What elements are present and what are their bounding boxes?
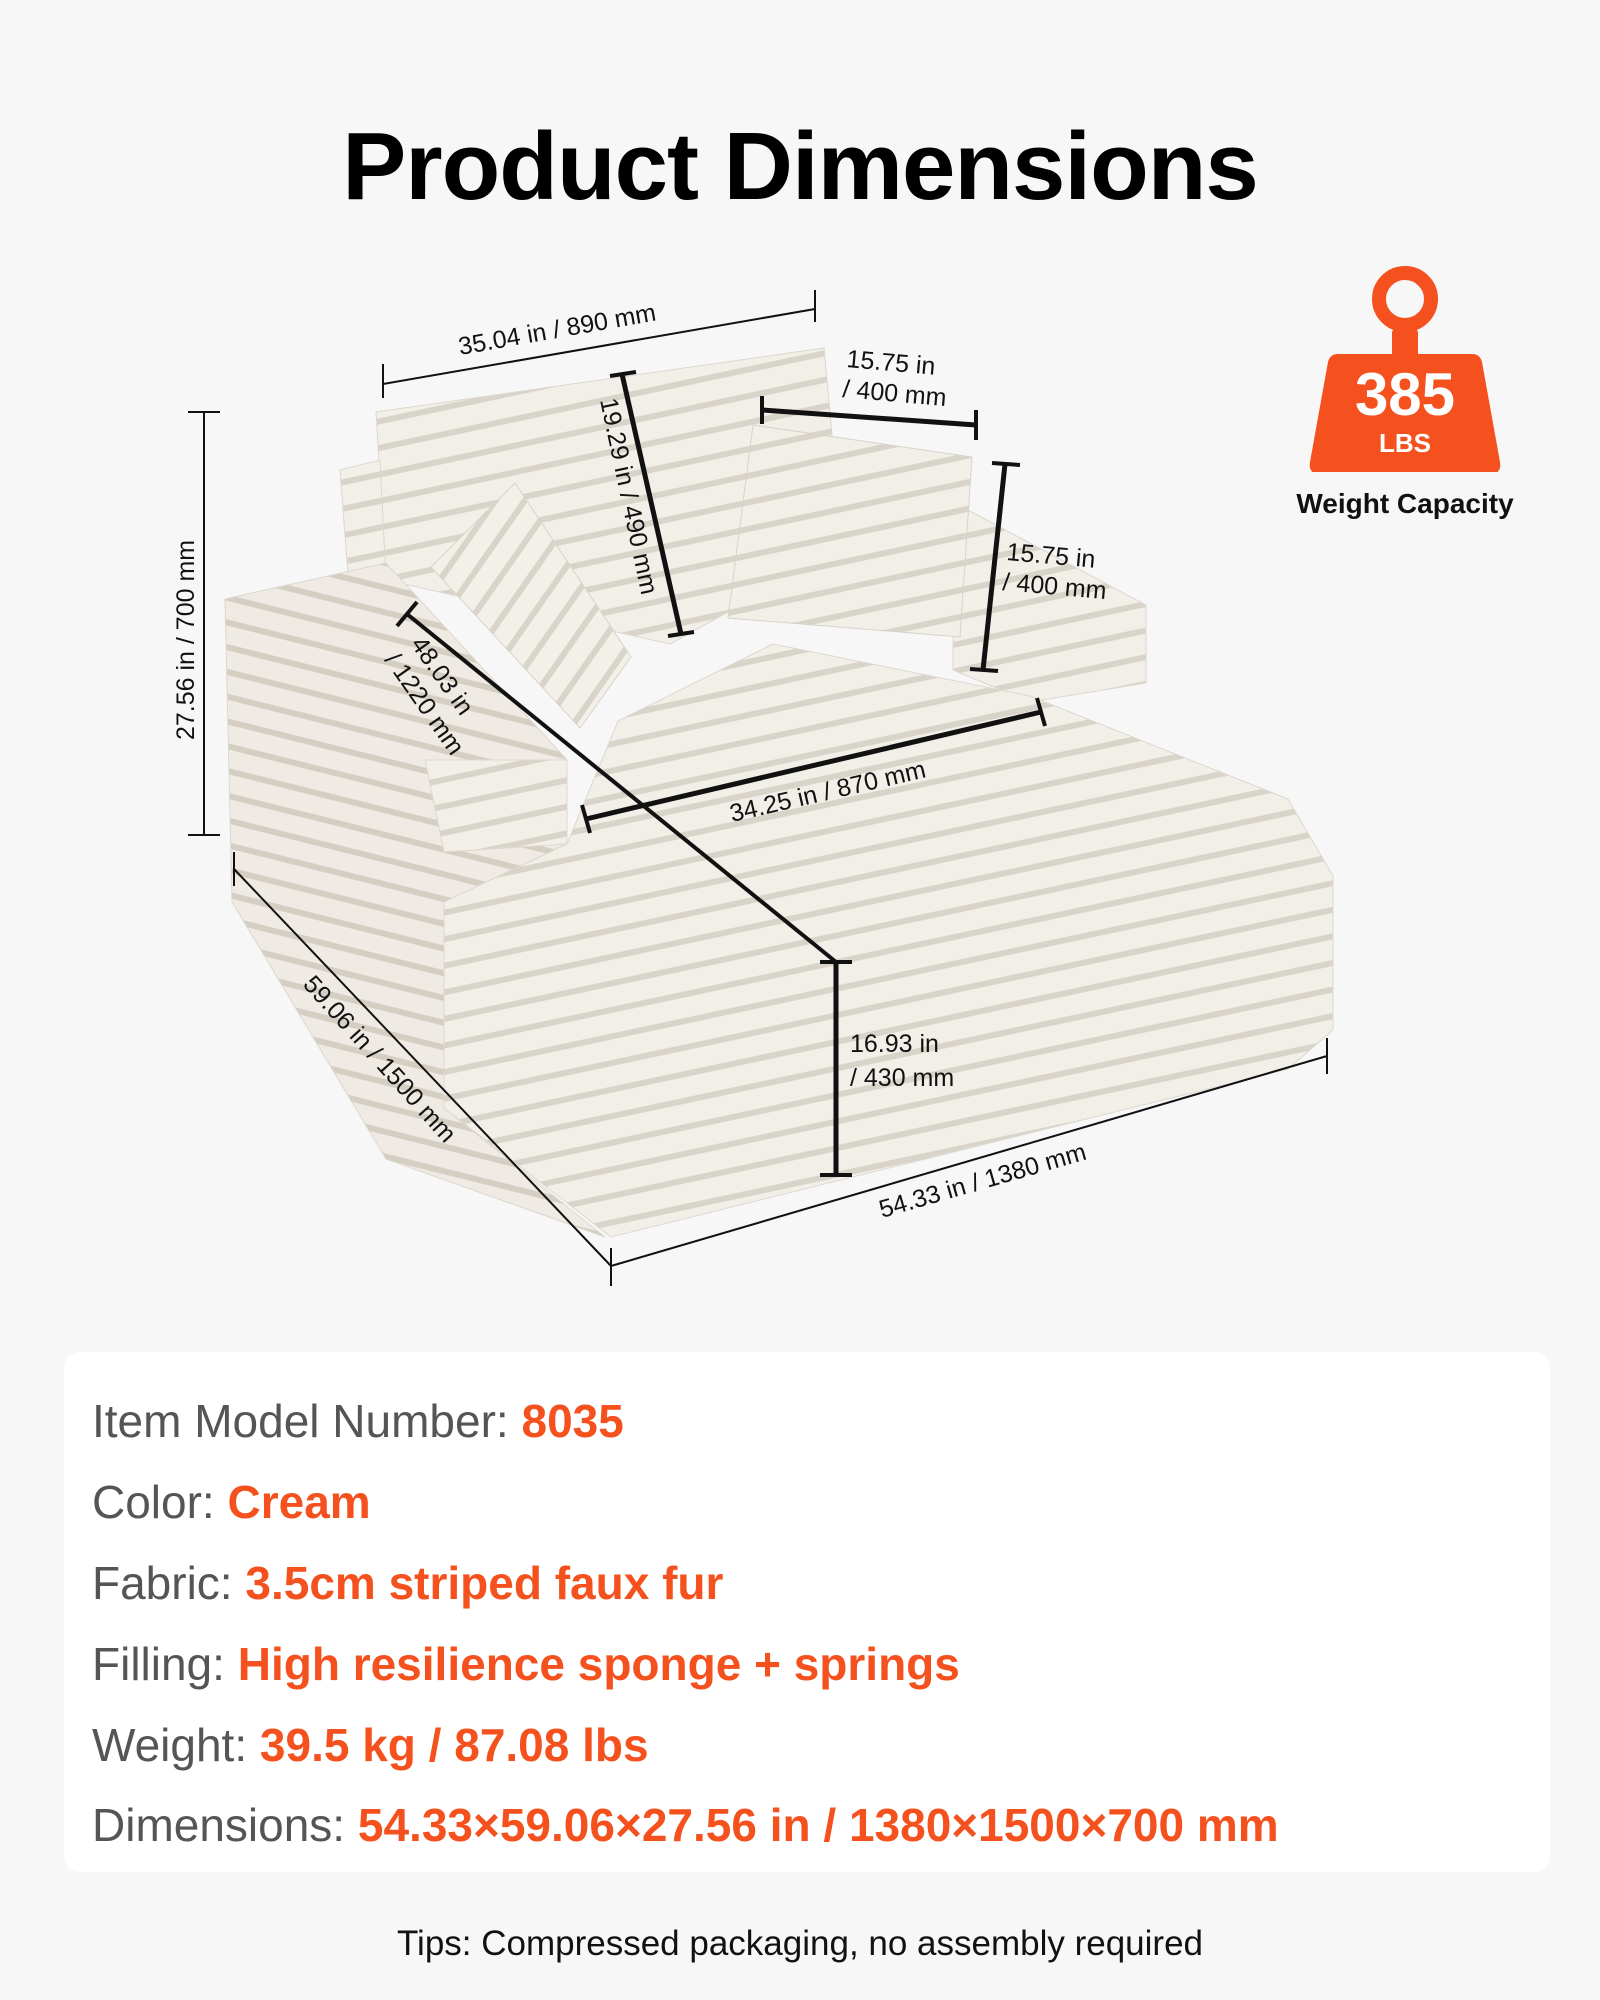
spec-label: Dimensions: xyxy=(92,1799,346,1851)
seat-height-mm-label: / 430 mm xyxy=(850,1064,954,1092)
pillow-width-mm-label: / 400 mm xyxy=(841,375,947,412)
sofa-dimension-diagram: 35.04 in / 890 mm 15.75 in / 400 mm 19.2… xyxy=(172,290,1334,1286)
weight-icon xyxy=(1309,266,1501,474)
sofa-left-armrest-top xyxy=(424,759,568,853)
weight-capacity-label: Weight Capacity xyxy=(1296,488,1514,519)
spec-value: 54.33×59.06×27.56 in / 1380×1500×700 mm xyxy=(357,1799,1279,1851)
weight-capacity-value: 385 xyxy=(1354,361,1456,428)
spec-label: Fabric: xyxy=(92,1557,233,1609)
seat-height-in-label: 16.93 in xyxy=(850,1030,939,1058)
spec-label: Filling: xyxy=(92,1638,225,1690)
spec-value: Cream xyxy=(227,1476,371,1528)
spec-row-weight: Weight: 39.5 kg / 87.08 lbs xyxy=(92,1718,649,1772)
spec-row-filling: Filling: High resilience sponge + spring… xyxy=(92,1637,960,1691)
spec-label: Color: xyxy=(92,1476,215,1528)
page-title: Product Dimensions xyxy=(342,113,1258,220)
spec-row-color: Color: Cream xyxy=(92,1475,371,1529)
spec-value: 8035 xyxy=(521,1395,624,1447)
tips-text: Tips: Compressed packaging, no assembly … xyxy=(396,1924,1204,1963)
dimension-lines xyxy=(188,290,1328,1286)
pillow-width-in-label: 15.75 in xyxy=(845,345,936,381)
spec-value: 3.5cm striped faux fur xyxy=(245,1557,724,1609)
spec-row-model: Item Model Number: 8035 xyxy=(92,1394,624,1448)
sofa-seat xyxy=(443,643,1334,1238)
weight-capacity-badge: 385 LBS xyxy=(1300,262,1510,477)
spec-row-fabric: Fabric: 3.5cm striped faux fur xyxy=(92,1556,723,1610)
spec-value: High resilience sponge + springs xyxy=(237,1638,960,1690)
spec-row-dimensions: Dimensions: 54.33×59.06×27.56 in / 1380×… xyxy=(92,1798,1279,1852)
sofa-right-arm xyxy=(952,501,1147,703)
total-height-label: 27.56 in / 700 mm xyxy=(172,540,200,740)
spec-card: Item Model Number: 8035 Color: Cream Fab… xyxy=(64,1352,1550,1872)
spec-label: Item Model Number: xyxy=(92,1395,509,1447)
right-pillow xyxy=(727,424,973,638)
back-width-label: 35.04 in / 890 mm xyxy=(456,299,658,361)
spec-value: 39.5 kg / 87.08 lbs xyxy=(259,1719,649,1771)
left-pillow xyxy=(430,482,632,729)
sofa-illustration xyxy=(224,347,1334,1238)
weight-capacity-unit: LBS xyxy=(1379,428,1431,458)
spec-label: Weight: xyxy=(92,1719,248,1771)
